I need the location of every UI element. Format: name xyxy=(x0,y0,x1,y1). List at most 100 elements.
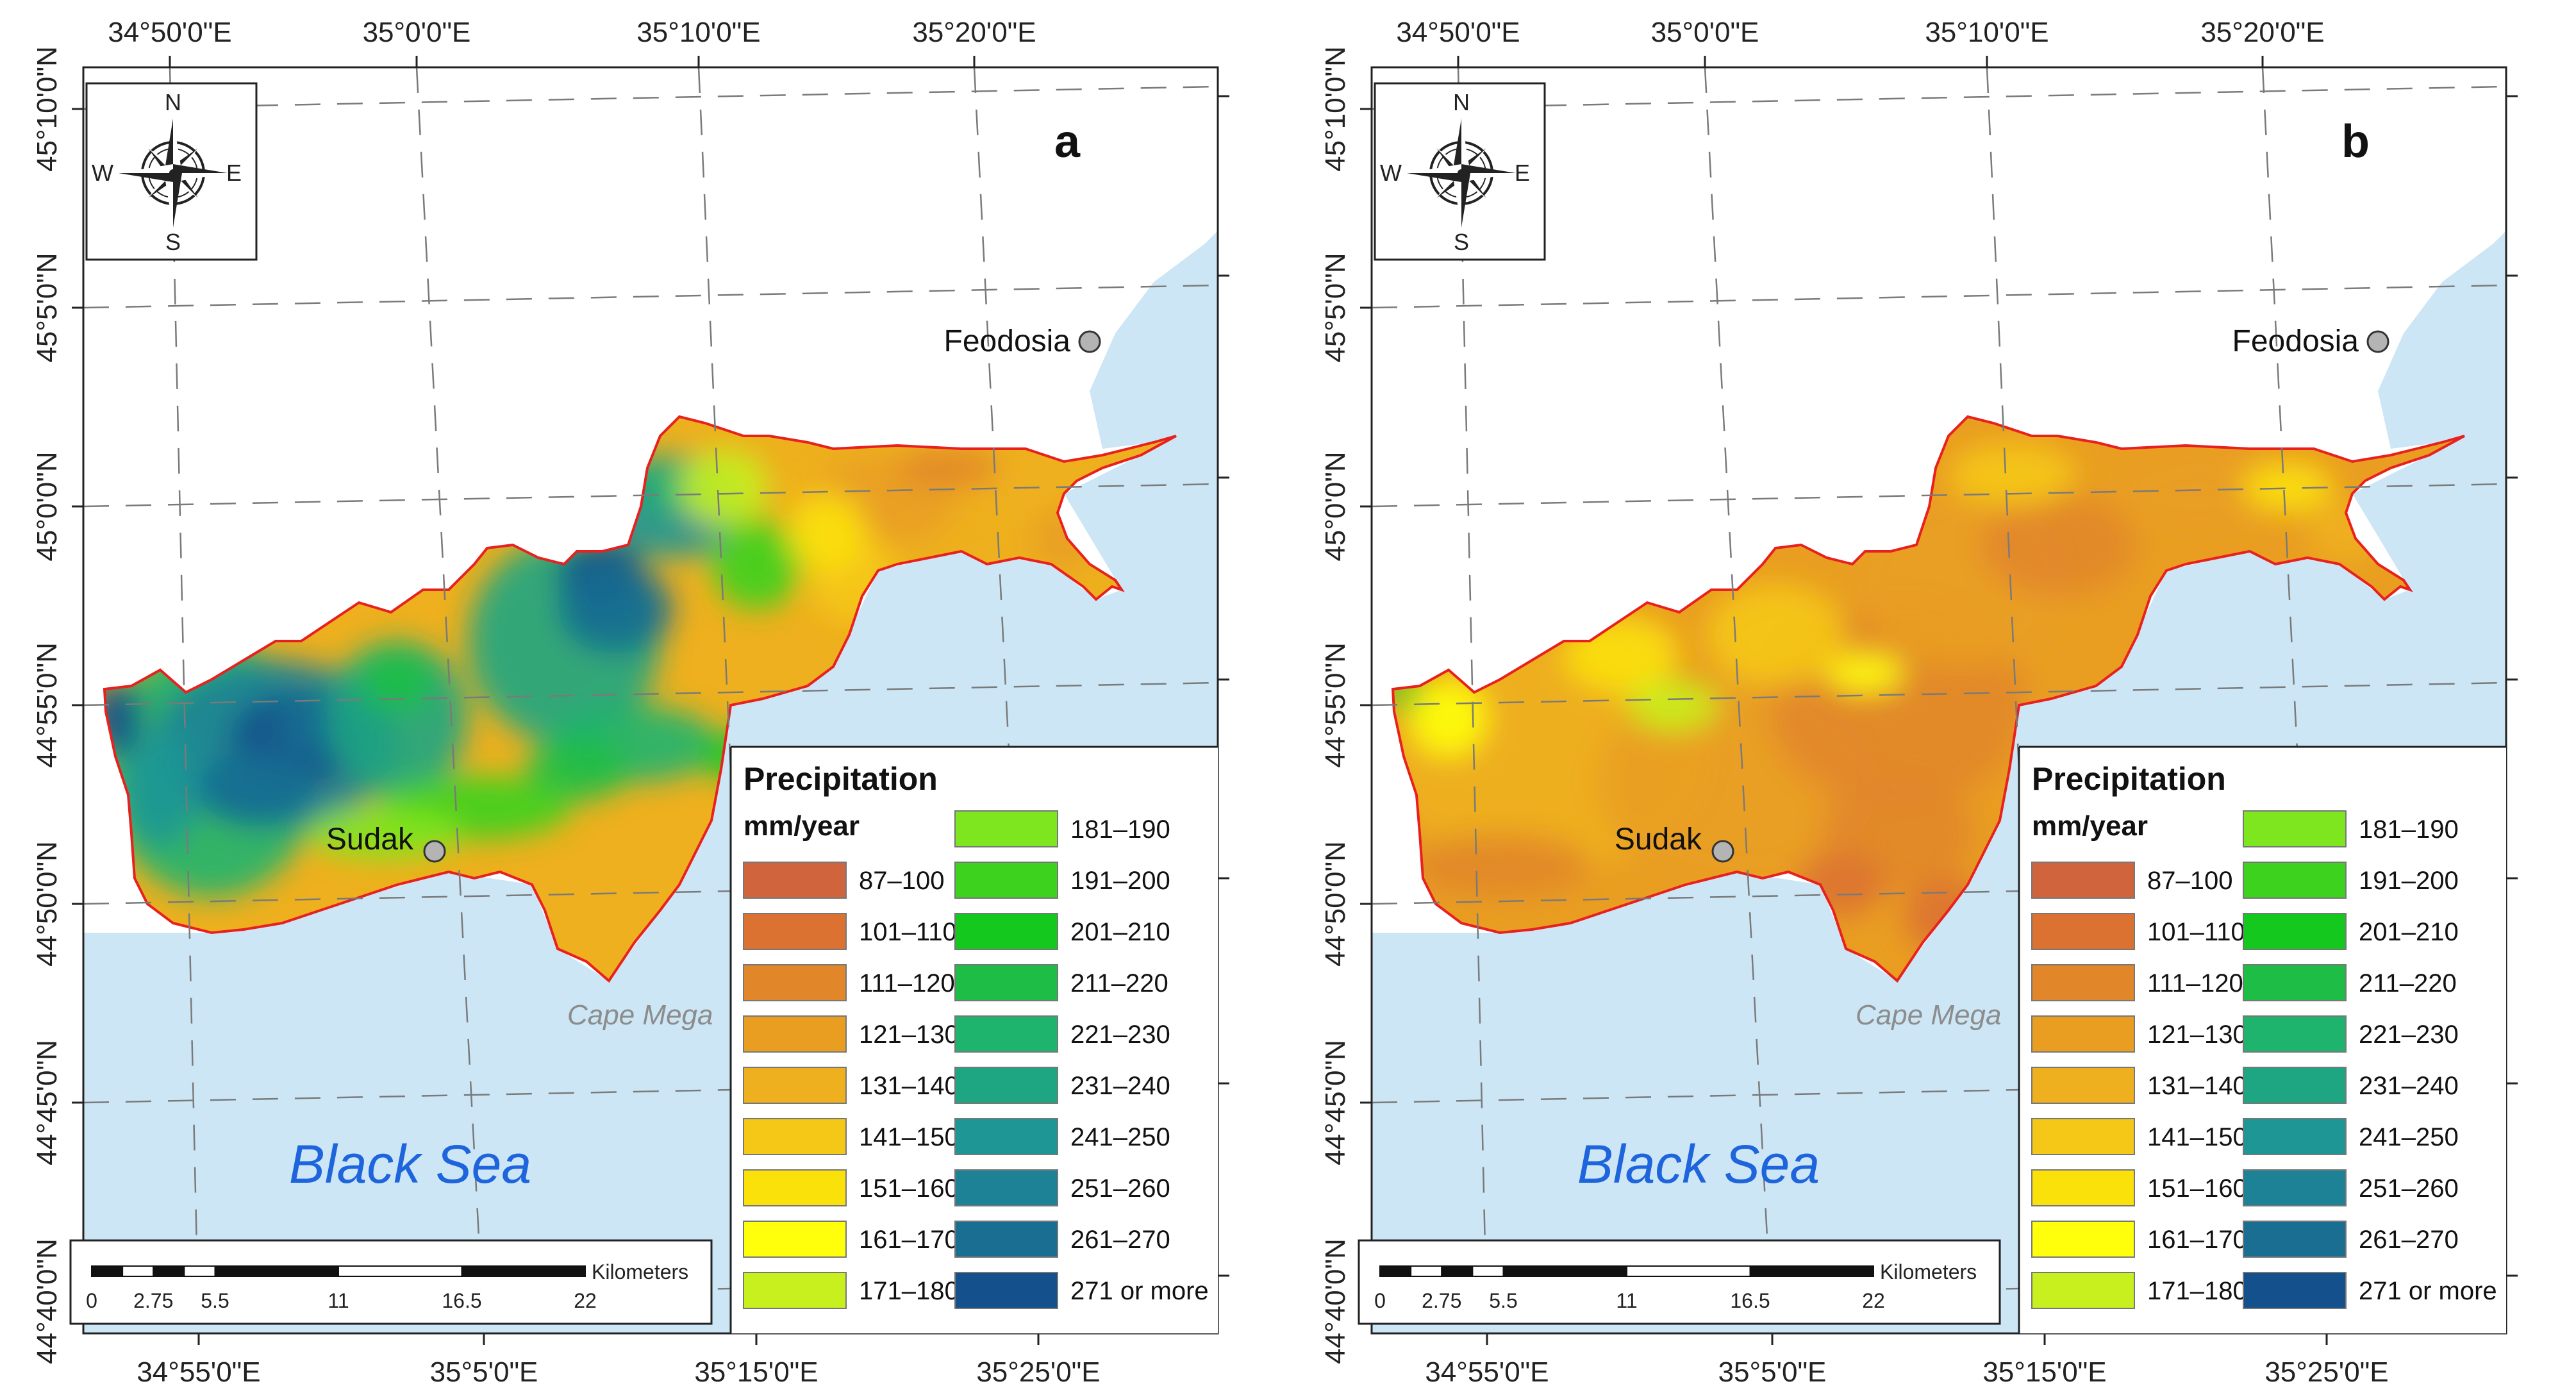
legend-unit: mm/year xyxy=(2032,810,2148,842)
legend-swatch xyxy=(954,1015,1058,1053)
legend-title: Precipitation xyxy=(2032,761,2226,797)
precipitation-zone xyxy=(679,449,769,526)
legend-swatch xyxy=(954,1272,1058,1309)
scale-tick-label: 22 xyxy=(1862,1289,1885,1312)
precipitation-zone xyxy=(2243,462,2333,513)
left-tick-label: 45°0'0"N xyxy=(1320,451,1351,561)
left-tick-label: 45°5'0"N xyxy=(1320,253,1351,362)
map-svg: 34°50'0"E 35°0'0"E 35°10'0"E 35°20'0"E 34°55… xyxy=(1320,17,2518,1388)
legend-class-label: 161–170 xyxy=(2147,1226,2247,1254)
legend-swatch xyxy=(743,1015,847,1053)
bottom-tick-label: 35°15'0"E xyxy=(694,1356,818,1388)
precipitation-zone xyxy=(788,494,865,571)
legend-swatch xyxy=(954,1067,1058,1104)
legend-swatch xyxy=(954,964,1058,1001)
scale-unit-label: Kilometers xyxy=(592,1260,688,1283)
study-area-outline xyxy=(103,415,1177,983)
legend-swatch xyxy=(2031,1221,2135,1258)
legend-swatch xyxy=(743,913,847,950)
legend-swatch xyxy=(2243,1221,2347,1258)
legend-class-label: 271 or more xyxy=(1070,1277,1209,1305)
precipitation-zone xyxy=(2122,449,2275,526)
map-panel-b: 34°50'0"E 35°0'0"E 35°10'0"E 35°20'0"E 34°55… xyxy=(1288,0,2561,1393)
sudak-marker xyxy=(1711,840,1734,863)
legend: Precipitation mm/year 87–100 101–110 111–120… xyxy=(729,746,1218,1333)
cape-mega-label: Cape Mega xyxy=(1856,999,2001,1031)
legend-swatch xyxy=(954,862,1058,899)
feodosia-label: Feodosia xyxy=(2232,324,2359,358)
study-area-outline xyxy=(1391,415,2465,983)
legend-swatch xyxy=(954,1221,1058,1258)
precipitation-zone xyxy=(104,680,141,756)
bottom-tick-label: 35°25'0"E xyxy=(2264,1356,2388,1388)
legend-class-label: 231–240 xyxy=(2359,1072,2459,1100)
bottom-tick-label: 34°55'0"E xyxy=(1425,1356,1549,1388)
legend-unit: mm/year xyxy=(744,810,860,842)
map-frame xyxy=(82,66,1219,1335)
legend-swatch xyxy=(2243,913,2347,950)
legend-class-label: 101–110 xyxy=(2147,918,2245,946)
left-tick-label: 45°0'0"N xyxy=(31,451,63,561)
scale-bar: 0 2.75 5.5 11 16.5 22 Kilometers xyxy=(1358,1239,2001,1325)
legend-class-label: 121–130 xyxy=(859,1021,959,1049)
scale-tick-label: 11 xyxy=(328,1289,349,1312)
bottom-tick-label: 35°25'0"E xyxy=(976,1356,1100,1388)
compass-s-label: S xyxy=(165,229,181,255)
legend-swatch xyxy=(2031,862,2135,899)
legend-class-label: 141–150 xyxy=(2147,1123,2247,1151)
sudak-label: Sudak xyxy=(1615,822,1702,856)
left-tick-label: 44°50'0"N xyxy=(1320,841,1351,967)
scale-tick-label: 16.5 xyxy=(1730,1289,1770,1312)
frame-ticks xyxy=(1360,56,2518,1345)
legend-swatch xyxy=(743,1272,847,1309)
legend-class-label: 87–100 xyxy=(2147,867,2232,895)
map-frame xyxy=(1370,66,2507,1335)
top-tick-label: 34°50'0"E xyxy=(1396,17,1520,48)
legend-swatch xyxy=(2243,1015,2347,1053)
legend-class-label: 211–220 xyxy=(2359,969,2457,997)
legend-class-label: 151–160 xyxy=(859,1174,959,1203)
legend-class-label: 201–210 xyxy=(2359,918,2459,946)
legend-swatch xyxy=(2031,1015,2135,1053)
legend-class-label: 271 or more xyxy=(2359,1277,2497,1305)
legend-swatch xyxy=(743,964,847,1001)
legend-class-label: 161–170 xyxy=(859,1226,959,1254)
legend-swatch xyxy=(954,1169,1058,1206)
legend-class-label: 251–260 xyxy=(1070,1174,1170,1203)
precipitation-zone xyxy=(1981,494,2134,596)
map-svg: 34°50'0"E 35°0'0"E 35°10'0"E 35°20'0"E 34°55… xyxy=(31,17,1229,1388)
feodosia-marker xyxy=(2366,330,2389,353)
black-sea-label: Black Sea xyxy=(1577,1134,1820,1194)
legend-class-label: 141–150 xyxy=(859,1123,959,1151)
legend-swatch xyxy=(2243,1169,2347,1206)
precipitation-zone xyxy=(1705,583,1846,686)
legend-swatch xyxy=(743,1221,847,1258)
legend-class-label: 181–190 xyxy=(1070,815,1170,844)
legend-swatch xyxy=(954,810,1058,847)
bottom-tick-label: 35°5'0"E xyxy=(1718,1356,1827,1388)
legend-class-label: 201–210 xyxy=(1070,918,1170,946)
legend-class-label: 171–180 xyxy=(859,1277,959,1305)
left-tick-label: 44°55'0"N xyxy=(1320,642,1351,768)
place-markers xyxy=(1711,330,2389,863)
scale-tick-label: 0 xyxy=(1374,1289,1386,1312)
top-tick-label: 35°0'0"E xyxy=(1651,17,1759,48)
left-tick-label: 44°40'0"N xyxy=(1320,1239,1351,1364)
legend-class-label: 191–200 xyxy=(1070,867,1170,895)
scale-tick-label: 16.5 xyxy=(442,1289,481,1312)
legend-swatch xyxy=(2243,862,2347,899)
bottom-tick-label: 35°5'0"E xyxy=(430,1356,538,1388)
legend-class-label: 121–130 xyxy=(2147,1021,2247,1049)
legend-class-label: 111–120 xyxy=(859,969,955,997)
legend-class-label: 171–180 xyxy=(2147,1277,2247,1305)
legend-class-label: 261–270 xyxy=(2359,1226,2459,1254)
precipitation-zone xyxy=(558,564,673,654)
compass-n-label: N xyxy=(1453,89,1470,115)
left-tick-label: 44°50'0"N xyxy=(31,841,63,967)
precipitation-zone xyxy=(1949,442,2077,506)
top-tick-label: 35°0'0"E xyxy=(363,17,471,48)
legend-class-label: 87–100 xyxy=(859,867,944,895)
legend-swatch xyxy=(954,1118,1058,1155)
compass-n-label: N xyxy=(165,89,181,115)
legend: Precipitation mm/year 87–100 101–110 111–120… xyxy=(2018,746,2506,1333)
